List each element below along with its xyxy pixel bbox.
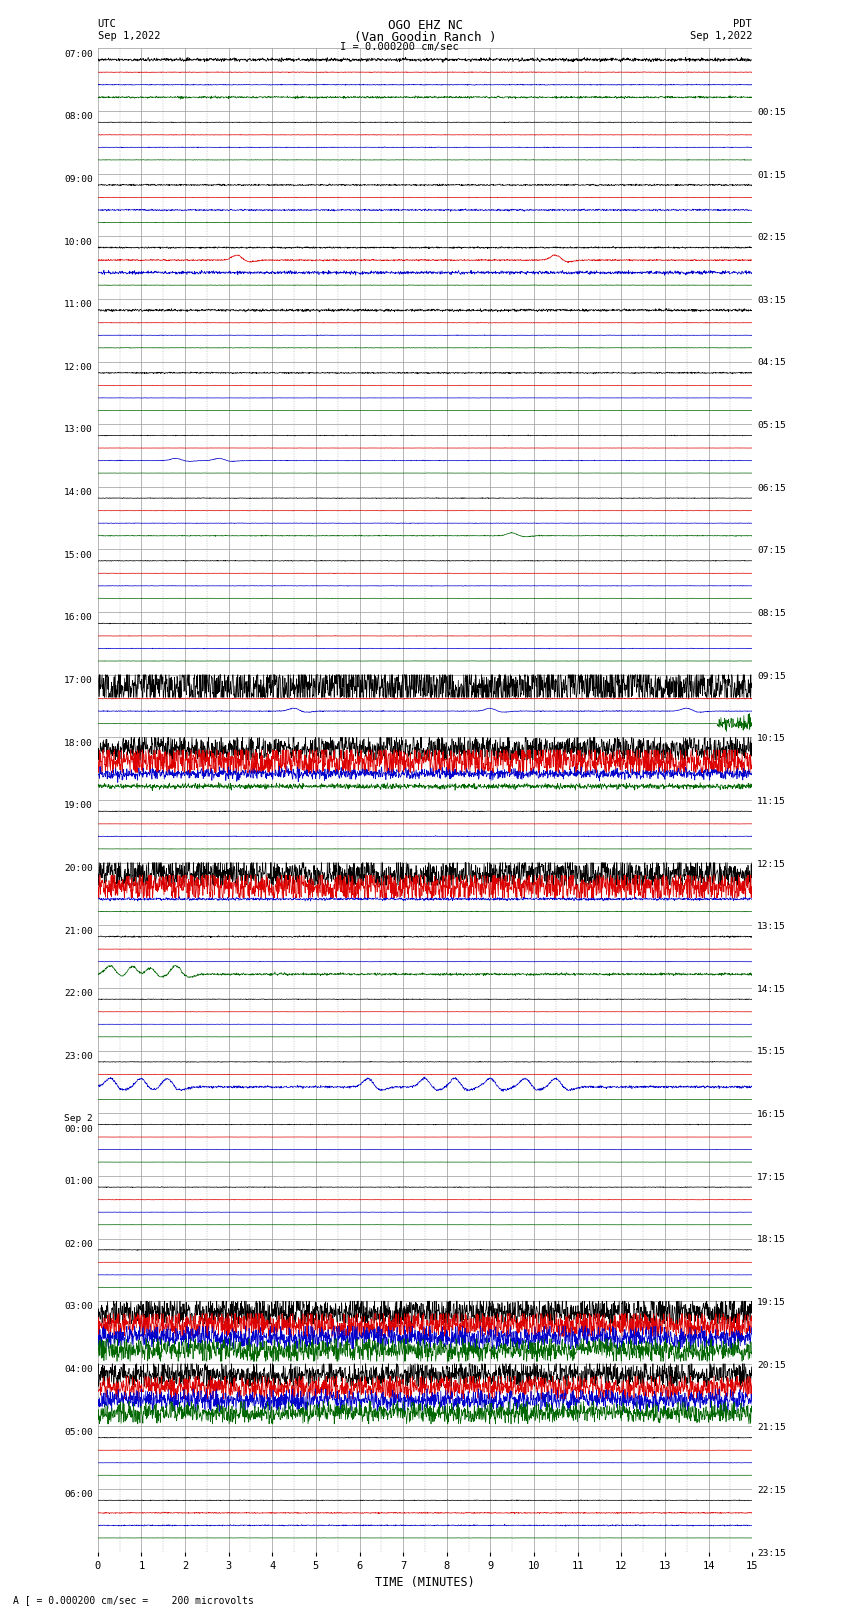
Text: I = 0.000200 cm/sec: I = 0.000200 cm/sec: [340, 42, 459, 52]
Text: PDT: PDT: [734, 19, 752, 29]
Text: Sep 1,2022: Sep 1,2022: [689, 31, 752, 40]
Text: OGO EHZ NC: OGO EHZ NC: [388, 19, 462, 32]
Text: Sep 1,2022: Sep 1,2022: [98, 31, 161, 40]
X-axis label: TIME (MINUTES): TIME (MINUTES): [375, 1576, 475, 1589]
Text: A [ = 0.000200 cm/sec =    200 microvolts: A [ = 0.000200 cm/sec = 200 microvolts: [13, 1595, 253, 1605]
Text: UTC: UTC: [98, 19, 116, 29]
Text: (Van Goodin Ranch ): (Van Goodin Ranch ): [354, 31, 496, 44]
